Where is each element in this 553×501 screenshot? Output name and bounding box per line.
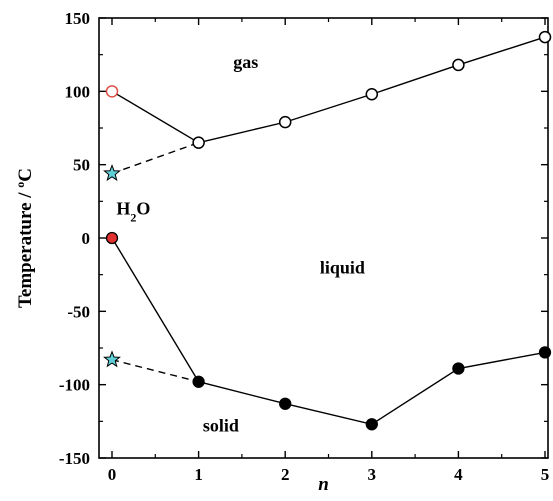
data-points [103, 30, 552, 431]
data-point [279, 397, 292, 410]
dashed-connector-line [111, 359, 199, 383]
y-axis-title: Temperature / oC [13, 168, 36, 308]
region-label: liquid [320, 257, 365, 277]
data-point [105, 231, 119, 245]
plot-frame-rect [98, 17, 549, 459]
dashed-connector-line [111, 142, 199, 175]
axis-ticks [99, 17, 548, 459]
region-label: solid [203, 416, 239, 436]
region-label: gas [233, 52, 258, 72]
data-point [105, 85, 119, 98]
chart-labels: 150 100 50 0 -50 -100 -150 0 1 2 3 4 5 n Temperature /… [13, 9, 549, 495]
data-point [452, 362, 465, 375]
connector-line [111, 237, 200, 383]
y-tick-label: -100 [59, 376, 90, 395]
data-point [452, 58, 465, 72]
y-tick-label: 50 [73, 156, 90, 175]
data-point [538, 346, 552, 359]
x-tick-label: 4 [454, 465, 463, 484]
star-data-point [103, 350, 121, 368]
data-point [365, 88, 379, 101]
x-tick-label: 3 [368, 465, 377, 484]
star-data-point [103, 164, 121, 182]
y-tick-label: -50 [67, 302, 90, 321]
data-point [192, 375, 205, 388]
x-tick-label: 5 [541, 465, 550, 484]
region-label: H2O [116, 199, 150, 225]
series-lines [111, 36, 546, 426]
data-point [278, 115, 292, 129]
y-tick-label: 100 [65, 82, 91, 101]
x-axis-title: n [318, 474, 329, 495]
data-point [192, 136, 205, 149]
data-point [365, 418, 378, 431]
y-tick-label: 150 [65, 9, 91, 28]
x-tick-label: 0 [108, 465, 117, 484]
plot-frame [98, 17, 549, 459]
x-tick-label: 1 [194, 465, 203, 484]
data-point [538, 30, 552, 44]
y-tick-label: -150 [59, 449, 90, 468]
y-tick-label: 0 [82, 229, 91, 248]
connector-line [111, 90, 199, 144]
x-tick-label: 2 [281, 465, 290, 484]
series-line-1 [198, 351, 546, 426]
